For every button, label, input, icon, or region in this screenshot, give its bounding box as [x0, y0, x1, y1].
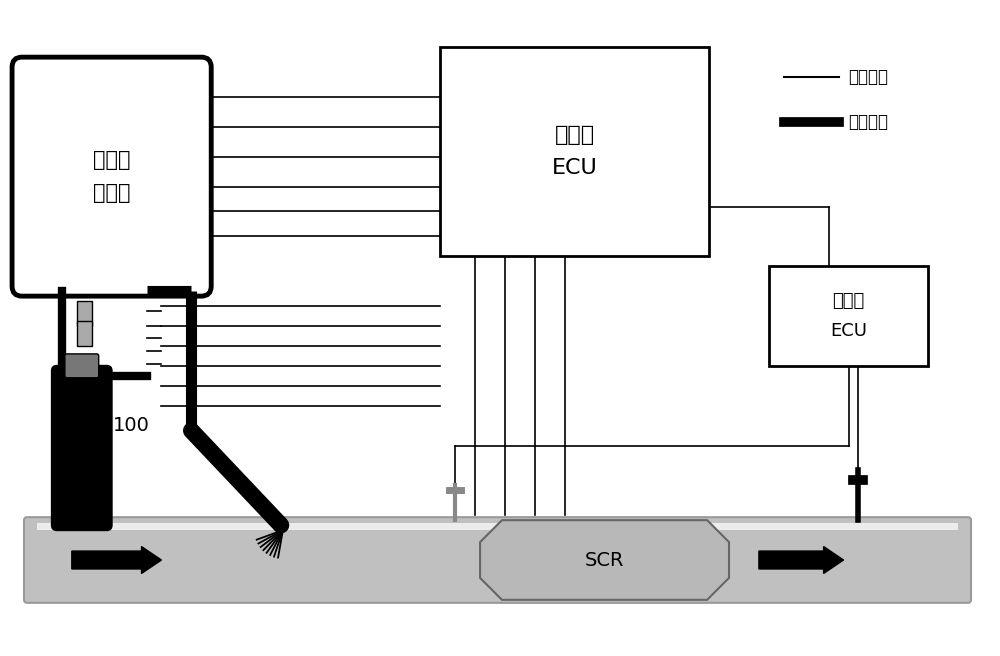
FancyBboxPatch shape: [12, 57, 211, 296]
Bar: [77, 321, 92, 346]
Text: 电器线路: 电器线路: [849, 68, 889, 86]
Text: 尿素供
给单元: 尿素供 给单元: [93, 150, 130, 203]
Bar: [77, 301, 92, 326]
FancyBboxPatch shape: [440, 47, 709, 256]
Text: 发动机
ECU: 发动机 ECU: [552, 125, 598, 178]
FancyBboxPatch shape: [769, 266, 928, 366]
Text: 100: 100: [113, 416, 150, 435]
FancyBboxPatch shape: [24, 517, 971, 603]
FancyArrow shape: [759, 546, 844, 573]
FancyBboxPatch shape: [52, 366, 112, 530]
FancyArrow shape: [72, 546, 161, 573]
Bar: [37, 523, 958, 530]
Text: 传感器
ECU: 传感器 ECU: [830, 293, 867, 340]
FancyBboxPatch shape: [65, 354, 99, 378]
Text: 尿素管路: 尿素管路: [849, 113, 889, 131]
Text: SCR: SCR: [585, 550, 624, 569]
Polygon shape: [480, 520, 729, 600]
